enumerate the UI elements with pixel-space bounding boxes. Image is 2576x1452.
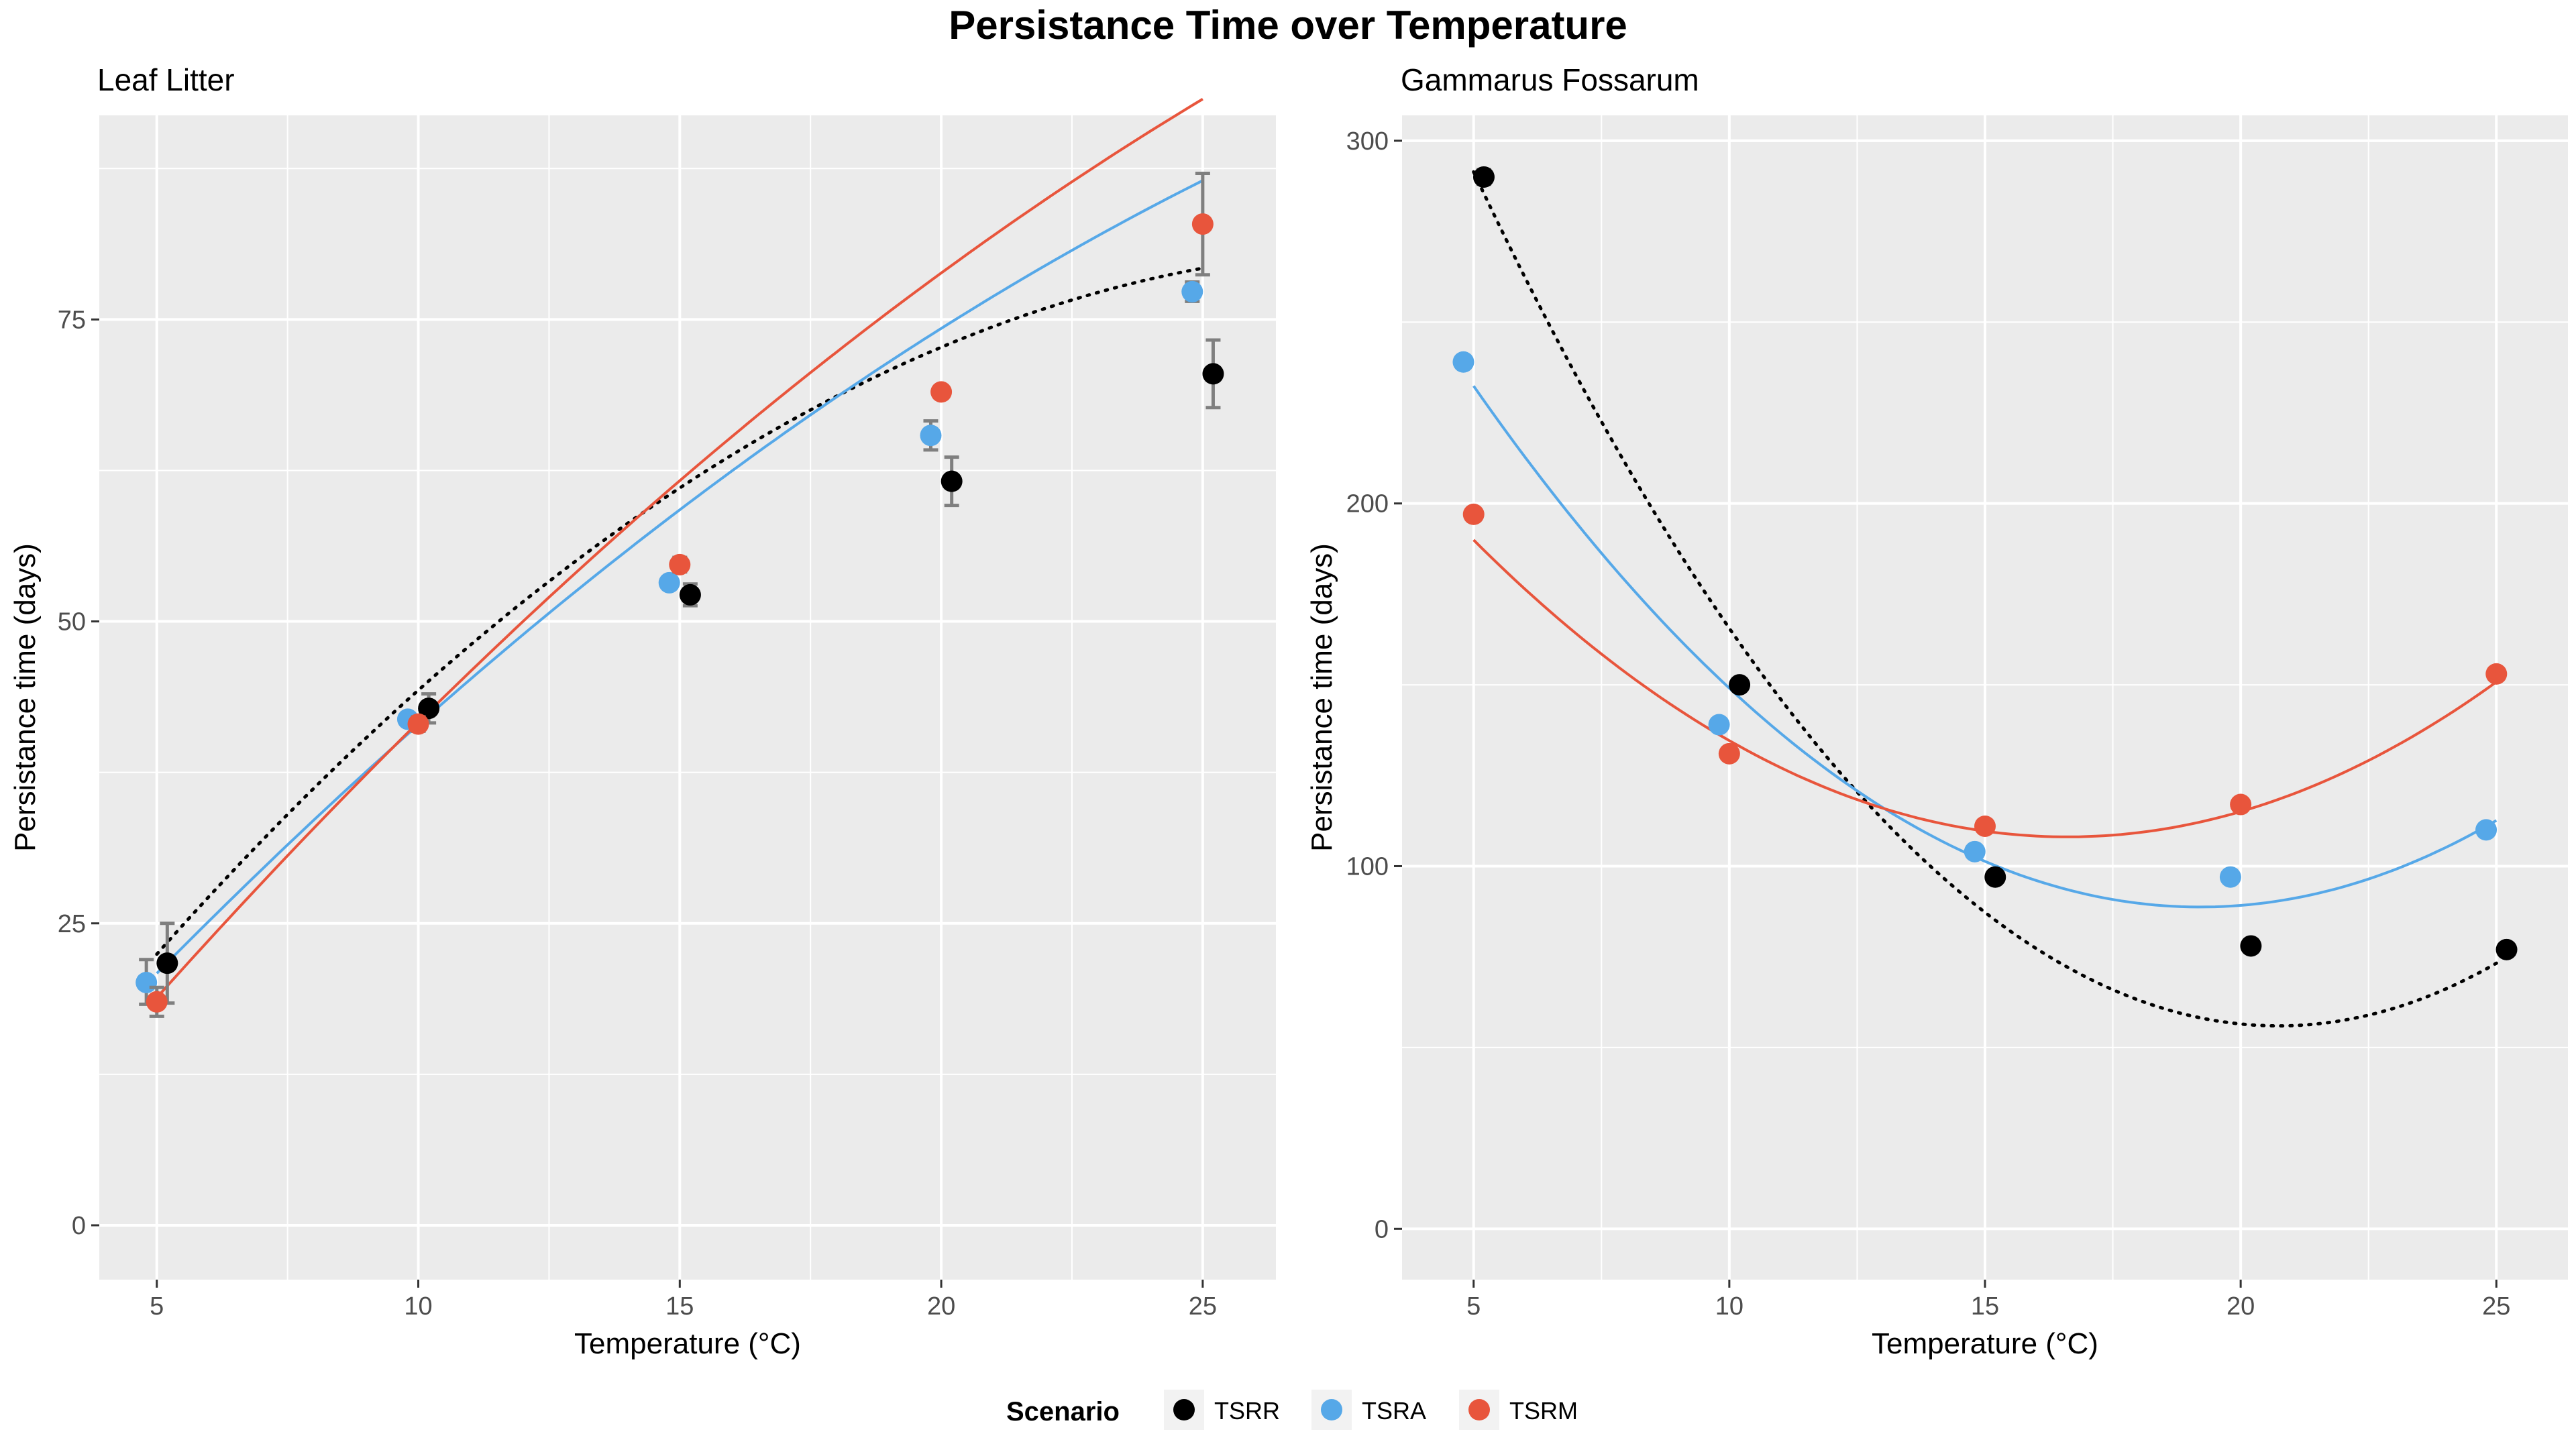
panel-background — [99, 115, 1276, 1280]
y-tick-label: 300 — [1346, 127, 1389, 156]
x-tick-label: 15 — [665, 1292, 694, 1321]
point-tsrr — [941, 470, 963, 492]
point-tsrr — [2496, 938, 2518, 960]
figure-title: Persistance Time over Temperature — [949, 3, 1627, 48]
legend-marker-tsrr — [1173, 1399, 1195, 1420]
y-tick-label: 200 — [1346, 490, 1389, 518]
fit-line-tsrr — [155, 266, 1205, 956]
panel-2: 5 10 15 20 25 0 100 200 300 Gammarus Fossarum Temp… — [1305, 62, 2568, 1360]
point-tsrm — [930, 381, 953, 403]
point-tsra — [1964, 840, 1986, 862]
legend-label-tsra: TSRA — [1362, 1397, 1426, 1425]
point-tsrr — [1472, 166, 1495, 188]
x-tick-label: 15 — [1971, 1292, 1999, 1321]
x-tick-label: 20 — [927, 1292, 955, 1321]
x-tick-label: 20 — [2226, 1292, 2255, 1321]
y-tick-label: 0 — [72, 1212, 86, 1240]
y-tick-label: 50 — [58, 608, 86, 636]
panel-title: Leaf Litter — [97, 62, 235, 97]
point-tsrm — [1974, 815, 1996, 837]
point-tsrr — [1202, 363, 1224, 385]
point-tsrm — [669, 553, 691, 575]
point-tsra — [658, 571, 680, 594]
x-tick-label: 5 — [1466, 1292, 1481, 1321]
legend-label-tsrr: TSRR — [1214, 1397, 1280, 1425]
y-axis-label: Persistance time (days) — [9, 543, 42, 852]
fit-line-tsrm — [156, 97, 1203, 999]
point-tsrm — [1191, 213, 1214, 235]
legend-marker-tsrm — [1468, 1399, 1490, 1420]
legend: Scenario TSRR TSRA TSRM — [1006, 1390, 1578, 1430]
point-tsra — [2475, 819, 2498, 841]
point-tsra — [136, 971, 158, 993]
point-tsra — [1452, 351, 1474, 373]
y-tick-label: 75 — [58, 306, 86, 334]
legend-title: Scenario — [1006, 1397, 1120, 1427]
legend-label-tsrm: TSRM — [1509, 1397, 1578, 1425]
point-tsrm — [2485, 663, 2508, 685]
point-tsra — [1181, 280, 1203, 302]
x-axis-label: Temperature (°C) — [1872, 1327, 2098, 1360]
point-tsra — [1708, 714, 1730, 736]
point-tsrm — [1462, 503, 1485, 525]
y-tick-label: 25 — [58, 910, 86, 938]
y-tick-label: 100 — [1346, 852, 1389, 881]
x-tick-label: 10 — [404, 1292, 432, 1321]
point-tsrm — [2230, 793, 2252, 816]
fit-line-tsra — [156, 179, 1203, 974]
fit-line-tsrr — [1472, 170, 2498, 1028]
panel-1: 5 10 15 20 25 0 25 50 75 Leaf Litter Temperature (… — [9, 62, 1276, 1360]
point-tsra — [920, 425, 942, 447]
x-tick-label: 5 — [150, 1292, 164, 1321]
point-tsrr — [679, 583, 701, 606]
point-tsrm — [407, 713, 429, 735]
legend-marker-tsra — [1321, 1399, 1342, 1420]
x-tick-label: 25 — [1189, 1292, 1217, 1321]
x-axis-label: Temperature (°C) — [574, 1327, 801, 1360]
point-tsra — [2219, 866, 2241, 888]
fit-line-tsra — [1472, 385, 2498, 909]
point-tsrm — [1718, 742, 1740, 765]
point-tsrr — [418, 697, 440, 720]
point-tsrr — [156, 952, 178, 974]
x-tick-label: 25 — [2482, 1292, 2510, 1321]
point-tsrr — [1984, 866, 2006, 888]
point-tsrr — [1729, 674, 1751, 696]
x-tick-label: 10 — [1715, 1292, 1743, 1321]
y-tick-label: 0 — [1375, 1215, 1389, 1243]
y-axis-label: Persistance time (days) — [1305, 543, 1338, 852]
panel-title: Gammarus Fossarum — [1401, 62, 1699, 97]
point-tsrm — [146, 991, 168, 1013]
point-tsrr — [2240, 935, 2262, 957]
